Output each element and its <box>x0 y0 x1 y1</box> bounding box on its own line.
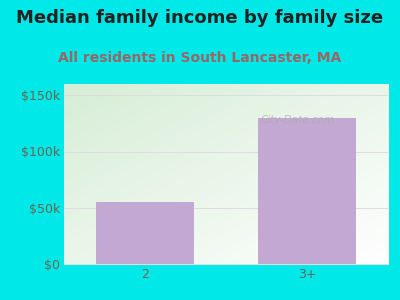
Text: Median family income by family size: Median family income by family size <box>16 9 384 27</box>
Text: All residents in South Lancaster, MA: All residents in South Lancaster, MA <box>58 51 342 65</box>
Bar <box>96 202 194 264</box>
Text: City-Data.com: City-Data.com <box>260 115 334 125</box>
Bar <box>258 118 356 264</box>
